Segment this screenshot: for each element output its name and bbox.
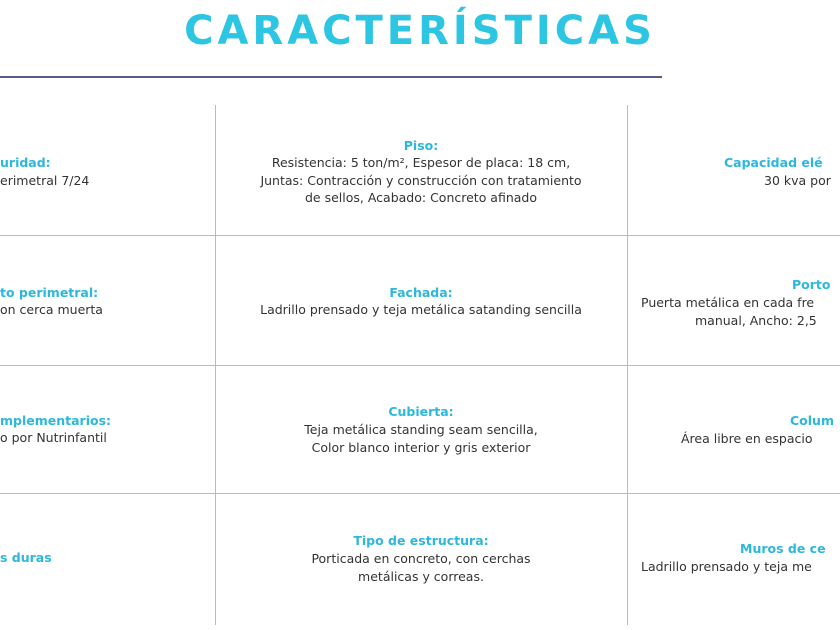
row-line [0, 235, 840, 236]
cell-text: erimetral 7/24 [0, 173, 90, 188]
cell-heading: Piso: [403, 138, 439, 153]
cell-text: Porticada en concreto, con cerchas [311, 551, 531, 566]
cell-heading: Muros de ce [740, 541, 826, 556]
cell-heading: s duras [0, 550, 52, 565]
cell-heading: Cubierta: [388, 404, 454, 419]
cell-text: o por Nutrinfantil [0, 430, 107, 445]
cell-heading: Porto [792, 277, 831, 292]
cell-text: Color blanco interior y gris exterior [311, 440, 531, 455]
cell-heading: to perimetral: [0, 285, 99, 300]
cell-text: Ladrillo prensado y teja metálica satand… [260, 302, 582, 317]
cell-text: Teja metálica standing seam sencilla, [304, 422, 538, 437]
cell-text: Ladrillo prensado y teja me [641, 559, 812, 574]
cell-heading: Tipo de estructura: [353, 533, 489, 548]
cell-heading: Capacidad elé [724, 155, 823, 170]
cell-text: 30 kva por [764, 173, 831, 188]
cell-heading: uridad: [0, 155, 51, 170]
title-rule [0, 76, 662, 78]
row-line [0, 493, 840, 494]
cell-text: manual, Ancho: 2,5 [695, 313, 817, 328]
cell-heading: mplementarios: [0, 413, 112, 428]
row-line [0, 365, 840, 366]
cell-heading: Colum [790, 413, 834, 428]
cell-heading: Fachada: [389, 285, 453, 300]
cell-text: on cerca muerta [0, 302, 103, 317]
cell-text: Puerta metálica en cada fre [641, 295, 815, 310]
cell-text: Resistencia: 5 ton/m², Espesor de placa:… [271, 155, 571, 170]
title: CARACTERÍSTICAS [184, 8, 656, 54]
cell-text: Área libre en espacio [681, 431, 813, 446]
cell-text: metálicas y correas. [358, 569, 484, 584]
cell-text: de sellos, Acabado: Concreto afinado [304, 190, 538, 205]
cell-text: Juntas: Contracción y construcción con t… [260, 173, 582, 188]
